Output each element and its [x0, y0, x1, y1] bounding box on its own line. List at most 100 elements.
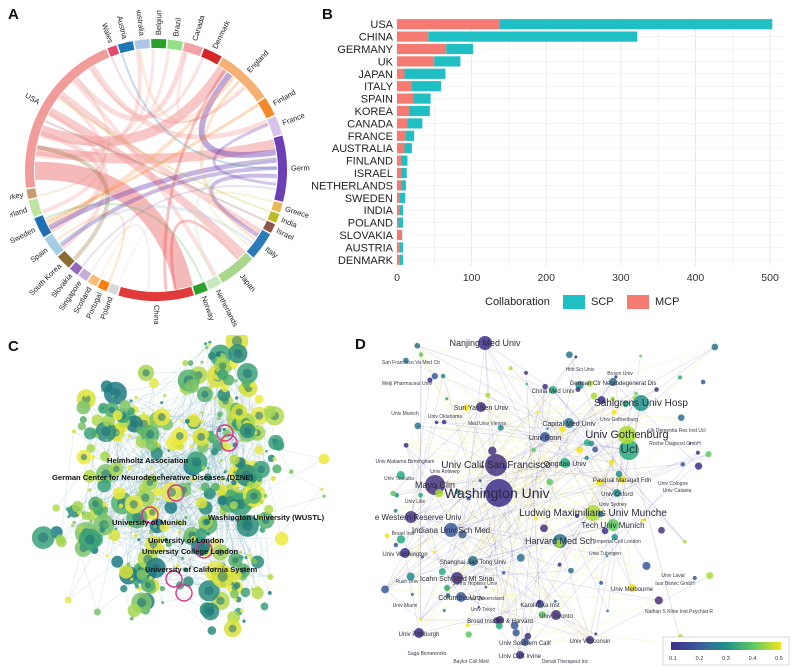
network-c-node	[108, 529, 121, 542]
bar-mcp-china	[397, 31, 429, 42]
network-d-edge	[462, 342, 486, 535]
chord-link	[72, 79, 217, 277]
network-d-edge	[520, 389, 554, 558]
bar-mcp-france	[397, 130, 406, 141]
network-d-minor-label: Univ Queensland	[466, 596, 505, 602]
network-c-node	[272, 464, 282, 474]
panel-label-d: D	[355, 336, 366, 353]
network-d-edge	[420, 534, 463, 621]
network-d-label: Karolinska Inst	[520, 603, 560, 609]
network-c-node	[223, 470, 227, 474]
network-d-node	[512, 629, 520, 637]
network-d-edge	[404, 516, 412, 554]
network-c-node	[105, 438, 109, 442]
network-c-labels: Helmholtz Association German Center for N…	[52, 456, 325, 574]
network-c-node	[274, 531, 289, 546]
network-d-edge	[480, 406, 563, 430]
network-d-node	[478, 479, 482, 483]
network-d-edge	[487, 395, 541, 605]
network-d-edge	[612, 355, 641, 383]
network-c-node	[215, 351, 221, 357]
network-d-edge	[410, 375, 444, 518]
network-d-minor-label: Univ Miami	[393, 603, 418, 609]
network-c-node	[229, 501, 238, 510]
network-d-label: Univ Gothenburg	[585, 429, 668, 441]
network-c-node	[127, 465, 133, 471]
chord-link	[212, 123, 277, 186]
bar-mcp-poland	[397, 217, 399, 228]
network-d-edge	[410, 478, 623, 518]
chord-arc-sweden	[34, 215, 52, 238]
network-d-node	[611, 533, 618, 541]
network-d-edge	[404, 462, 566, 554]
chord-label: Denmark	[210, 19, 231, 51]
network-c-node	[163, 393, 167, 398]
network-d-edge	[404, 527, 545, 554]
chord-arcs	[25, 39, 287, 301]
network-d-edge	[456, 385, 580, 579]
network-c-edge	[85, 398, 99, 511]
chord-arc-portugal	[97, 279, 110, 292]
network-c-node	[126, 562, 131, 567]
network-d-node	[438, 568, 446, 576]
bar-mcp-sweden	[397, 192, 400, 203]
network-d-edge	[387, 535, 591, 641]
network-c-node-core	[255, 411, 264, 420]
network-c-edge	[105, 473, 234, 559]
network-c-node	[67, 515, 71, 519]
network-d-node	[521, 638, 529, 646]
network-d-edge	[479, 480, 591, 641]
network-d-minor-label: Broad Inst	[392, 531, 415, 537]
chord-label: China	[152, 305, 161, 325]
network-d-edge	[442, 375, 526, 643]
network-d-node	[546, 478, 554, 486]
network-c-node-core	[242, 520, 253, 531]
network-d-edge	[420, 619, 682, 644]
network-c-node	[55, 534, 66, 545]
category-labels: USACHINAGERMANYUKJAPANITALYSPAINKOREACAN…	[311, 19, 394, 267]
bar-scp-netherlands	[401, 180, 406, 191]
network-d-node	[455, 489, 461, 495]
network-c-highlight-ring	[195, 541, 213, 559]
network-d-node	[574, 513, 580, 519]
network-c-node	[225, 397, 229, 401]
network-d-minor-label: Meiji Pharmaceut Univ	[382, 381, 433, 387]
network-d-label: Icahn Sch Med Mt Sinai	[420, 576, 494, 583]
network-d-node	[588, 440, 595, 447]
network-d-edge	[589, 376, 617, 641]
chord-link	[163, 69, 226, 291]
x-tick-label: 200	[537, 272, 555, 284]
network-d-edge	[562, 397, 635, 430]
legend-title: Collaboration	[485, 296, 550, 308]
network-d-edge	[478, 449, 630, 608]
network-c-edge	[229, 501, 258, 594]
chord-arc-slovakia	[69, 261, 83, 275]
chord-arc-brazil	[167, 39, 184, 51]
network-c-node	[99, 451, 111, 462]
network-d-node	[658, 526, 665, 534]
chord-arc-poland	[107, 283, 120, 295]
network-d-node	[403, 357, 409, 364]
network-d-edge	[537, 356, 577, 413]
network-c-node	[81, 511, 91, 521]
network-d-node	[594, 632, 598, 636]
network-c-node	[103, 522, 110, 530]
network-d-node	[465, 623, 470, 628]
network-d-node	[611, 409, 617, 415]
category-label: INDIA	[364, 205, 394, 217]
colorbar-frame	[662, 636, 790, 666]
network-d-node	[560, 458, 570, 468]
network-d-edge	[410, 434, 628, 577]
network-c-node	[272, 438, 276, 443]
network-d-edge	[404, 552, 659, 601]
network-c-edge	[135, 397, 228, 434]
bar-mcp-finland	[397, 155, 402, 166]
colorbar-tick: 0.4	[749, 656, 757, 662]
network-c-node	[234, 597, 238, 601]
network-c-node-core	[132, 512, 142, 523]
network-d-edge	[480, 406, 560, 544]
network-d-edge	[462, 534, 591, 641]
network-d-edge	[436, 487, 591, 641]
network-c-node	[233, 581, 241, 589]
